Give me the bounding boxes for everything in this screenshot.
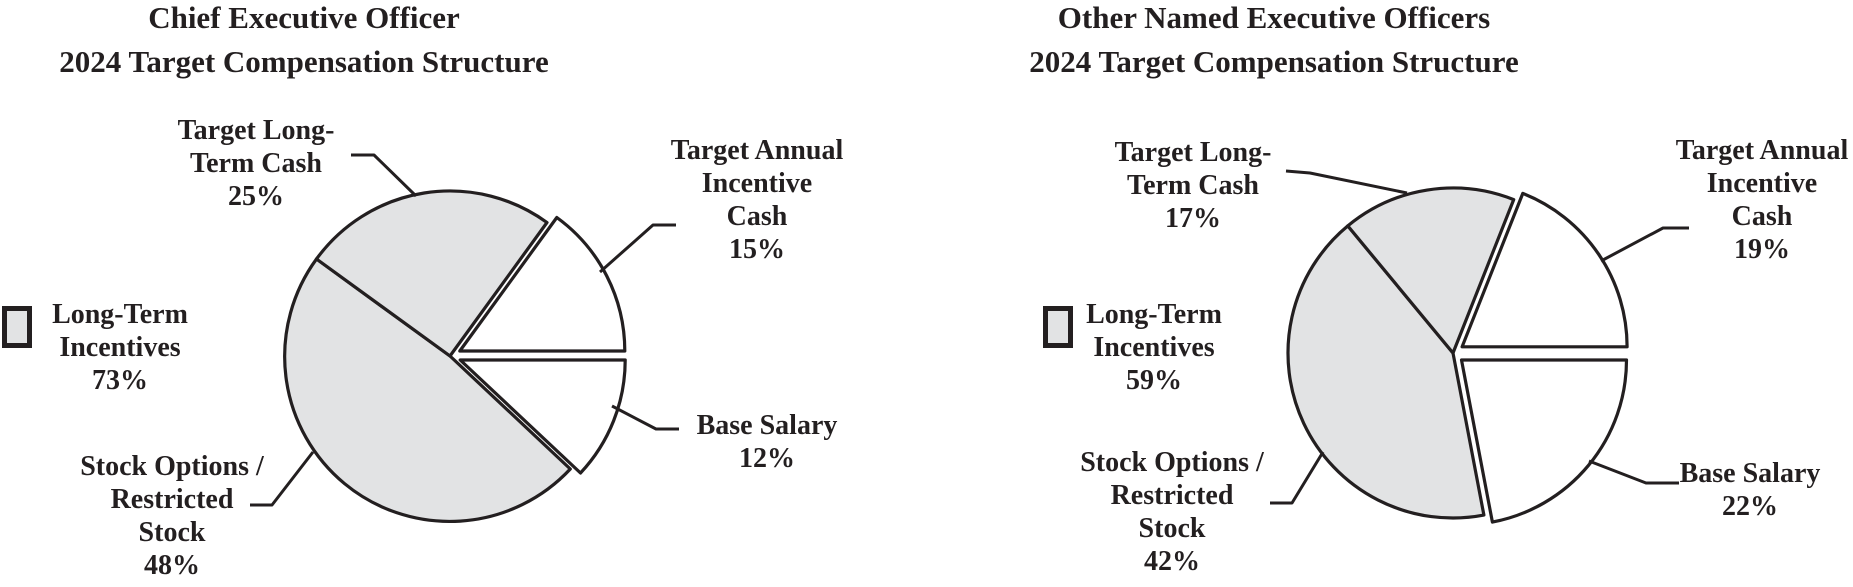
- chart-other-neos-title: Other Named Executive Officers 2024 Targ…: [974, 0, 1574, 84]
- pct-neo-stock-options-restricted-stock: 42%: [1144, 546, 1200, 577]
- chart-other-neos-title-line1: Other Named Executive Officers: [1057, 0, 1491, 35]
- label-neo-stock-options-restricted-stock: Stock Options / Restricted Stock 42%: [1042, 446, 1302, 578]
- pct-neo-target-annual-incentive-cash: 19%: [1734, 234, 1790, 265]
- legend-ceo-swatch: [2, 306, 32, 348]
- leader-line-target-long-term-cash: [351, 153, 418, 198]
- label-ceo-stock-options-restricted-stock: Stock Options / Restricted Stock 48%: [42, 450, 302, 582]
- legend-neo-text: Long-Term Incentives 59%: [1044, 298, 1264, 397]
- leader-line-base-salary: [611, 404, 679, 431]
- legend-ceo-text: Long-Term Incentives 73%: [10, 298, 230, 397]
- label-ceo-base-salary: Base Salary 12%: [647, 409, 887, 475]
- pie-slice-target-annual-incentive-cash: [1460, 191, 1629, 349]
- leader-line-target-annual-incentive-cash: [1600, 226, 1689, 263]
- pct-neo-long-term-incentives: 59%: [1126, 365, 1182, 396]
- pie-slice-base-salary: [458, 358, 627, 475]
- pct-ceo-stock-options-restricted-stock: 48%: [144, 550, 200, 581]
- leader-line-base-salary: [1588, 459, 1679, 485]
- pct-neo-target-long-term-cash: 17%: [1165, 203, 1221, 234]
- chart-ceo-title: Chief Executive Officer 2024 Target Comp…: [4, 0, 604, 84]
- chart-other-neos-title-line2: 2024 Target Compensation Structure: [1029, 44, 1519, 79]
- pct-ceo-long-term-incentives: 73%: [92, 365, 148, 396]
- pie-slice-target-long-term-cash: [314, 189, 549, 358]
- label-neo-target-annual-incentive-cash: Target Annual Incentive Cash 19%: [1642, 134, 1853, 266]
- chart-ceo-title-line1: Chief Executive Officer: [148, 0, 460, 35]
- pie-slice-target-annual-incentive-cash: [458, 215, 627, 353]
- legend-neo-swatch: [1043, 306, 1073, 348]
- label-neo-base-salary: Base Salary 22%: [1630, 457, 1853, 523]
- label-ceo-target-annual-incentive-cash: Target Annual Incentive Cash 15%: [637, 134, 877, 266]
- pie-slice-base-salary: [1459, 358, 1629, 524]
- leader-line-stock-options-restricted-stock: [1270, 451, 1325, 505]
- leader-line-target-long-term-cash: [1285, 169, 1408, 195]
- pie-slice-stock-options-restricted-stock: [1286, 224, 1486, 520]
- pct-ceo-target-annual-incentive-cash: 15%: [729, 234, 785, 265]
- pie-slice-stock-options-restricted-stock: [283, 257, 572, 524]
- pie-slice-target-long-term-cash: [1346, 186, 1516, 355]
- pct-ceo-target-long-term-cash: 25%: [228, 181, 284, 212]
- chart-ceo-title-line2: 2024 Target Compensation Structure: [59, 44, 549, 79]
- leader-line-target-annual-incentive-cash: [599, 223, 676, 274]
- pct-neo-base-salary: 22%: [1722, 491, 1778, 522]
- leader-line-stock-options-restricted-stock: [250, 451, 315, 507]
- label-ceo-target-long-term-cash: Target Long- Term Cash 25%: [136, 114, 376, 213]
- label-neo-target-long-term-cash: Target Long- Term Cash 17%: [1073, 136, 1313, 235]
- pct-ceo-base-salary: 12%: [739, 443, 795, 474]
